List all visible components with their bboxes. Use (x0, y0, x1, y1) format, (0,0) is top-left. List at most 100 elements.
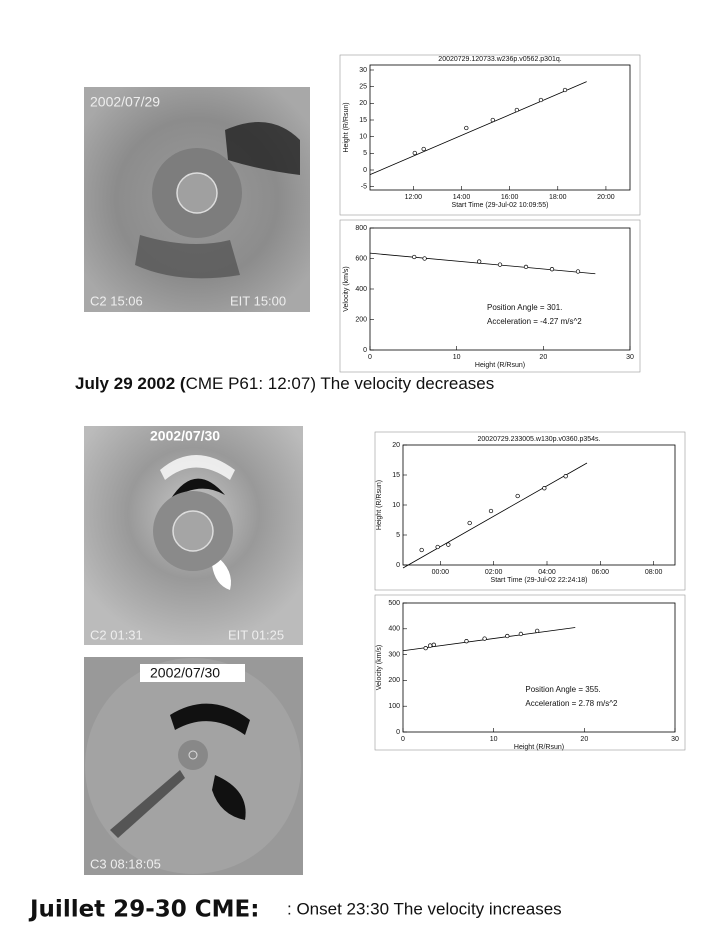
x-tick-label: 30 (626, 354, 634, 361)
data-point (412, 150, 417, 156)
annotation: Acceleration = -4.27 m/s^2 (487, 317, 582, 326)
data-point (477, 259, 482, 264)
image-date: 2002/07/30 (150, 428, 220, 444)
image-label: C3 08:18:05 (90, 856, 161, 871)
y-tick-label: 500 (388, 600, 400, 607)
y-tick-label: 100 (388, 703, 400, 710)
data-point (575, 269, 581, 274)
chart-frame (339, 54, 641, 216)
data-point (535, 628, 540, 634)
y-tick-label: 400 (355, 286, 367, 293)
x-tick-label: 0 (401, 736, 405, 743)
y-tick-label: 10 (392, 502, 400, 509)
y-axis-label: Height (R/Rsun) (343, 102, 350, 152)
x-axis-label: Height (R/Rsun) (514, 744, 564, 751)
data-point (423, 646, 428, 651)
caption-bold: July 29 2002 ( (75, 374, 186, 393)
data-point (562, 87, 568, 93)
x-tick-label: 20 (539, 354, 547, 361)
fit-line (369, 252, 596, 275)
y-tick-label: -5 (361, 184, 367, 191)
data-point (514, 107, 520, 113)
caption: July 29 2002 (CME P61: 12:07) The veloci… (75, 374, 494, 393)
y-tick-label: 5 (363, 150, 367, 157)
coronagraph-image: 2002/07/29 C2 15:06 EIT 15:00 (84, 87, 310, 312)
x-tick-label: 12:00 (405, 194, 423, 201)
data-point (431, 642, 436, 647)
data-point (549, 267, 555, 272)
y-tick-label: 600 (355, 255, 367, 262)
data-point (505, 633, 510, 639)
y-tick-label: 200 (355, 316, 367, 323)
y-tick-label: 0 (396, 562, 400, 569)
y-tick-label: 15 (359, 117, 367, 124)
x-tick-label: 06:00 (592, 569, 610, 576)
caption-text: CME P61: 12:07) The velocity decreases (186, 374, 495, 393)
caption-text: : Onset 23:30 The velocity increases (287, 899, 562, 918)
data-point (446, 542, 451, 547)
x-tick-label: 10 (490, 736, 498, 743)
y-axis-label: Height (R/Rsun) (376, 480, 383, 530)
y-tick-label: 5 (396, 532, 400, 539)
data-point (467, 520, 472, 526)
fit-line (369, 81, 587, 176)
chart: 20020729.120733.w236p.v0562.p301q. 12:00 1… (339, 54, 641, 216)
chart: 0 10 20 30 0 200 400 600 800 Height (R/Rsun) Veloc… (339, 219, 641, 373)
y-tick-label: 200 (388, 677, 400, 684)
data-point (497, 262, 503, 267)
x-tick-label: 0 (368, 354, 372, 361)
y-axis-label: Velocity (km/s) (343, 266, 350, 312)
y-tick-label: 10 (359, 134, 367, 141)
chart-title: 20020729.233005.w130p.v0360.p354s. (478, 436, 601, 443)
caption-bold: Juillet 29-30 CME: (28, 897, 259, 923)
data-point (490, 117, 495, 123)
x-tick-label: 20 (580, 736, 588, 743)
data-point (542, 486, 547, 491)
data-point (538, 97, 544, 103)
x-tick-label: 00:00 (432, 569, 450, 576)
x-tick-label: 18:00 (549, 194, 567, 201)
image-label: EIT 01:25 (228, 627, 284, 642)
fit-line (402, 462, 588, 569)
data-point (412, 254, 417, 260)
chart-frame (339, 219, 641, 373)
coronagraph-image: 2002/07/30 C2 01:31 EIT 01:25 (84, 426, 303, 645)
plot-area (402, 602, 676, 733)
data-point (428, 643, 433, 648)
x-axis-label: Height (R/Rsun) (475, 362, 525, 369)
data-point (482, 636, 487, 641)
y-tick-label: 0 (363, 347, 367, 354)
chart-frame (374, 431, 686, 591)
chart-frame (374, 594, 686, 751)
y-tick-label: 300 (388, 651, 400, 658)
x-tick-label: 04:00 (538, 569, 556, 576)
y-tick-label: 25 (359, 84, 367, 91)
image-date: 2002/07/29 (90, 94, 160, 110)
x-tick-label: 02:00 (485, 569, 503, 576)
y-tick-label: 800 (355, 225, 367, 232)
chart: 20020729.233005.w130p.v0360.p354s. 00:00 0… (374, 431, 686, 591)
data-point (523, 264, 529, 270)
data-point (422, 256, 427, 261)
x-tick-label: 14:00 (453, 194, 471, 201)
y-tick-label: 30 (359, 67, 367, 74)
plot-area (369, 64, 631, 191)
y-tick-label: 0 (396, 729, 400, 736)
y-tick-label: 20 (392, 442, 400, 449)
image-label: EIT 15:00 (230, 293, 286, 308)
data-point (488, 508, 494, 514)
x-tick-label: 30 (671, 736, 679, 743)
data-point (421, 146, 426, 152)
annotation: Acceleration = 2.78 m/s^2 (525, 699, 618, 708)
x-axis-label: Start Time (29-Jul-02 10:09:55) (452, 202, 549, 209)
y-axis-label: Velocity (km/s) (376, 645, 383, 691)
data-point (464, 125, 469, 131)
y-tick-label: 0 (363, 167, 367, 174)
image-label: C2 01:31 (90, 627, 143, 642)
y-tick-label: 400 (388, 626, 400, 633)
x-axis-label: Start Time (29-Jul-02 22:24:18) (491, 577, 588, 584)
annotation: Position Angle = 355. (525, 685, 600, 694)
x-tick-label: 08:00 (645, 569, 663, 576)
x-tick-label: 16:00 (501, 194, 519, 201)
